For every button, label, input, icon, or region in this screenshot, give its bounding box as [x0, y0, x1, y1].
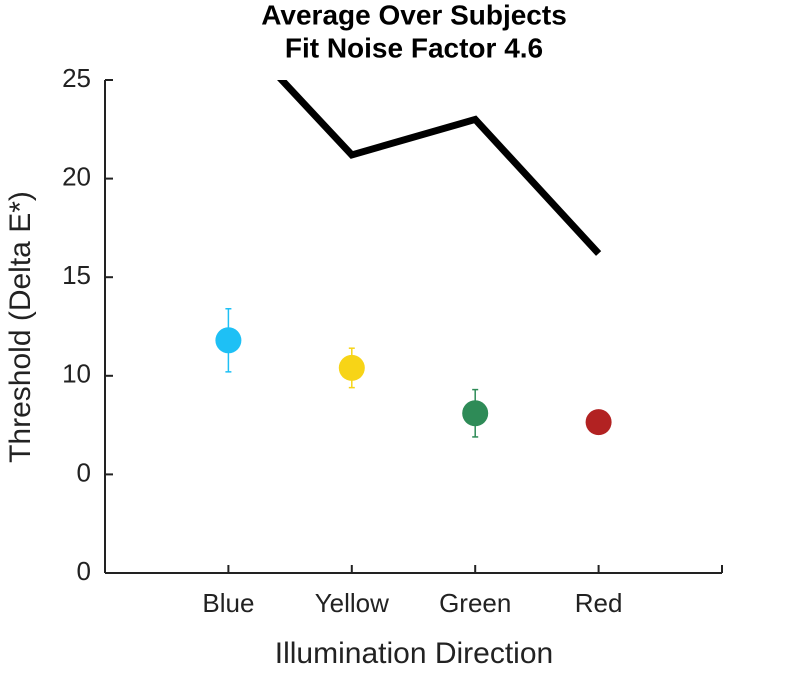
x-tick-label: Blue [202, 588, 254, 618]
point [585, 409, 612, 436]
y-tick-label: 25 [62, 63, 91, 93]
y-tick-label: 10 [62, 359, 91, 389]
x-tick-label: Red [575, 588, 623, 618]
y-tick-label: 0 [77, 457, 91, 487]
y-axis-label: Threshold (Delta E*) [4, 191, 37, 463]
chart-title: Fit Noise Factor 4.6 [285, 32, 543, 63]
y-tick-label: 20 [62, 161, 91, 191]
point [338, 354, 365, 381]
point [462, 400, 489, 427]
y-tick-label: 15 [62, 260, 91, 290]
x-tick-label: Yellow [315, 588, 389, 618]
point [215, 327, 242, 354]
x-tick-label: Green [439, 588, 511, 618]
fit-line [277, 80, 602, 256]
chart-title: Average Over Subjects [261, 0, 567, 30]
y-tick-label: 0 [77, 556, 91, 586]
plot-area [215, 80, 612, 438]
x-axis-label: Illumination Direction [275, 637, 553, 670]
